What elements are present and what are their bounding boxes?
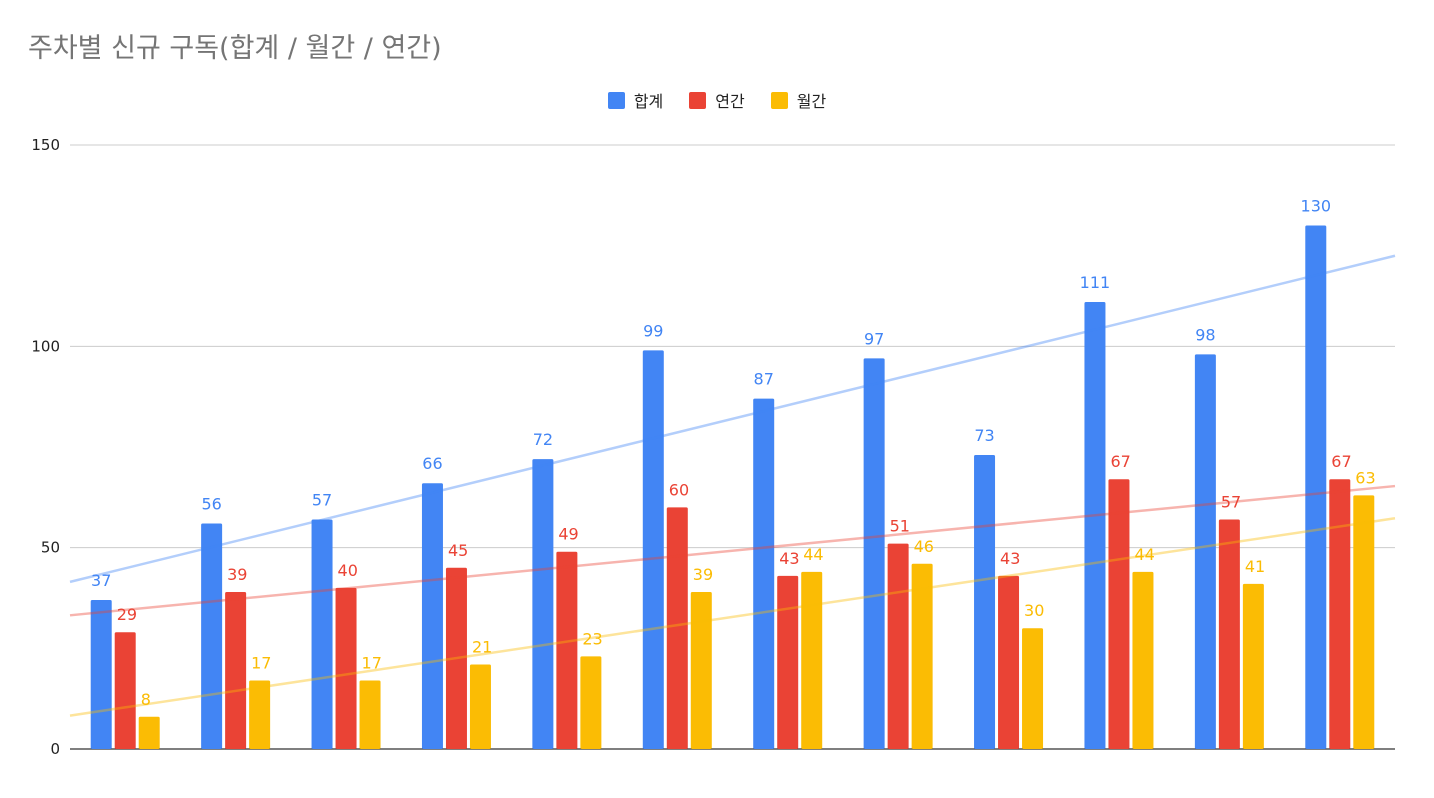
legend-swatch-annual: [689, 91, 707, 109]
bar: [1353, 495, 1375, 749]
data-label: 60: [669, 480, 689, 499]
bar: [249, 680, 271, 749]
bar: [421, 483, 443, 749]
y-tick-label: 0: [50, 740, 60, 758]
data-label: 43: [1000, 549, 1020, 568]
bar: [359, 680, 381, 749]
data-label: 46: [914, 537, 934, 556]
bar: [911, 563, 933, 749]
data-label: 40: [338, 561, 358, 580]
bar: [1194, 354, 1216, 749]
bar: [201, 523, 223, 749]
trendline: [69, 517, 1396, 717]
data-label: 73: [974, 426, 994, 445]
bar: [998, 575, 1020, 749]
bar: [335, 587, 357, 749]
bar: [532, 459, 554, 749]
legend-label-monthly: 월간: [796, 92, 827, 111]
bar: [114, 632, 136, 749]
data-label: 51: [890, 517, 910, 536]
bar: [666, 507, 688, 749]
bar: [1108, 479, 1130, 749]
data-label: 63: [1355, 468, 1375, 487]
data-label: 49: [558, 525, 578, 544]
bar: [1242, 583, 1264, 749]
data-label: 67: [1331, 452, 1351, 471]
bar: [225, 591, 247, 749]
bar: [1132, 571, 1154, 749]
legend-item-monthly: 월간: [770, 88, 827, 112]
bar: [801, 571, 823, 749]
data-label: 44: [803, 545, 823, 564]
data-label: 72: [533, 430, 553, 449]
legend-item-annual: 연간: [689, 88, 745, 112]
y-tick-label: 50: [41, 539, 60, 557]
bar: [863, 358, 885, 749]
data-label: 130: [1301, 197, 1332, 216]
bar: [753, 398, 775, 749]
data-label: 87: [754, 370, 774, 389]
data-label: 43: [779, 549, 799, 568]
legend-label-total: 합계: [633, 92, 664, 111]
data-label: 41: [1245, 557, 1265, 576]
bar: [580, 656, 602, 749]
legend-swatch-total: [607, 91, 625, 109]
data-label: 21: [472, 637, 492, 656]
trendline: [69, 484, 1396, 617]
bar: [90, 600, 112, 749]
bar: [690, 591, 712, 749]
bar: [777, 575, 799, 749]
legend: 합계 연간 월간: [0, 88, 1434, 112]
data-label: 67: [1110, 452, 1130, 471]
data-label: 44: [1134, 545, 1154, 564]
data-label: 45: [448, 541, 468, 560]
data-label: 39: [227, 565, 247, 584]
y-tick-label: 100: [31, 337, 60, 355]
bar: [1218, 519, 1240, 749]
data-label: 17: [362, 654, 382, 673]
data-label: 57: [312, 490, 332, 509]
bar: [469, 664, 491, 749]
data-label: 39: [693, 565, 713, 584]
chart-title: 주차별 신규 구독(합계 / 월간 / 연간): [28, 33, 442, 64]
bar: [138, 716, 160, 749]
data-label: 29: [117, 605, 137, 624]
data-label: 17: [251, 654, 271, 673]
data-label: 99: [643, 321, 663, 340]
data-label: 97: [864, 329, 884, 348]
data-label: 98: [1195, 325, 1215, 344]
data-label: 8: [141, 690, 151, 709]
bar: [1305, 225, 1327, 750]
bar: [556, 551, 578, 749]
legend-item-total: 합계: [607, 88, 664, 112]
data-label: 37: [91, 571, 111, 590]
data-label: 66: [422, 454, 442, 473]
data-label: 56: [201, 495, 221, 514]
y-tick-label: 150: [31, 136, 60, 154]
legend-label-annual: 연간: [715, 92, 745, 111]
legend-swatch-monthly: [770, 91, 788, 109]
bar: [1084, 302, 1106, 749]
bar: [642, 350, 664, 749]
bar: [974, 455, 996, 749]
bar: [1022, 628, 1044, 749]
data-label: 57: [1221, 492, 1241, 511]
bar: [1329, 479, 1351, 749]
bar: [445, 567, 467, 749]
trendline: [69, 254, 1396, 584]
data-label: 30: [1024, 601, 1044, 620]
data-label: 111: [1080, 273, 1111, 292]
bar: [311, 519, 333, 749]
data-label: 23: [582, 629, 602, 648]
bar: [887, 543, 909, 749]
